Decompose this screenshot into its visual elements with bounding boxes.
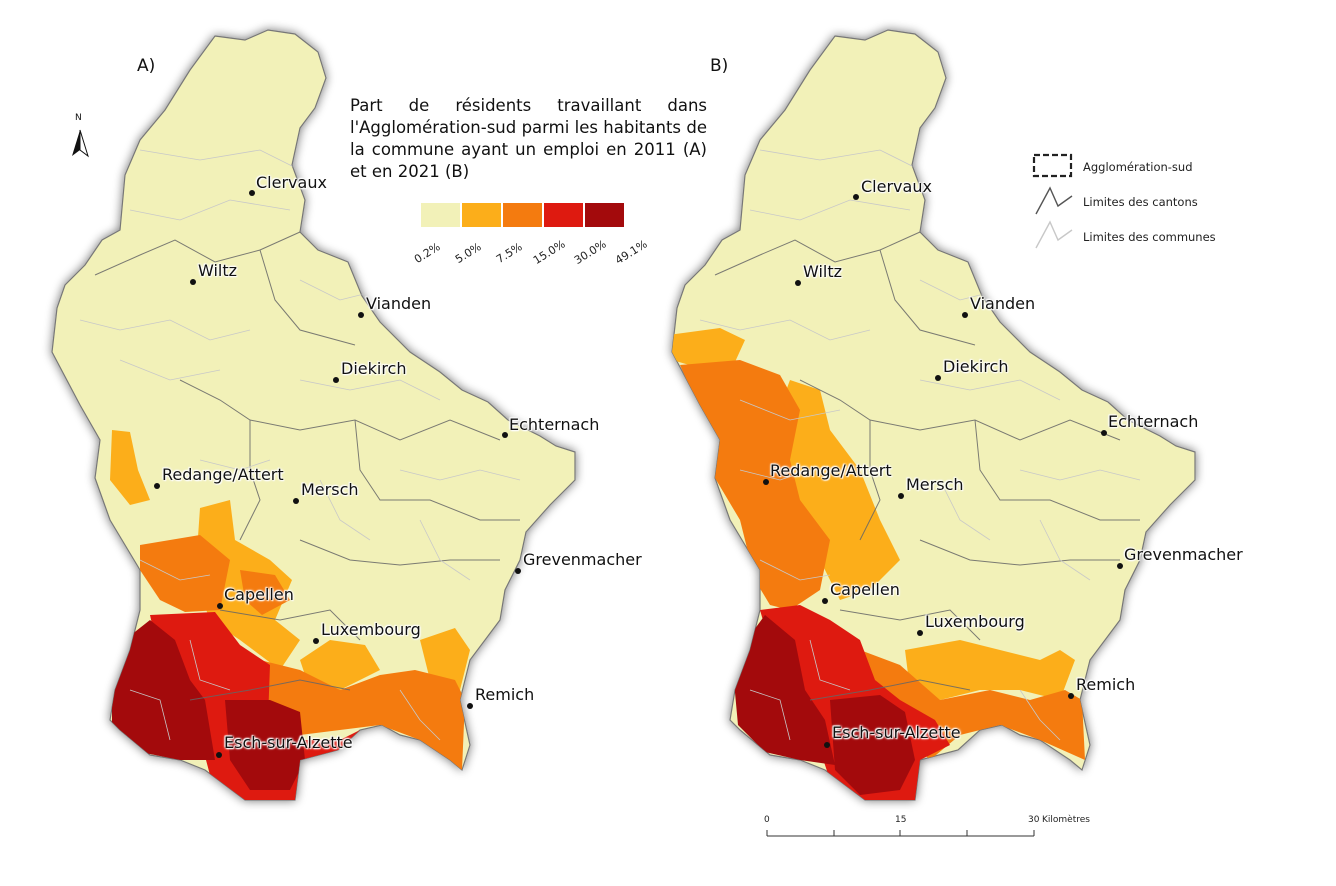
zone-class2-nw [672,328,745,368]
city-dot [502,432,508,438]
map-a [51,29,576,801]
canton-borders-a [94,231,520,701]
city-dot [962,312,968,318]
zone-class3-south [260,660,465,770]
panel-letter-a: A) [137,56,156,76]
zone-class2-redange [110,430,150,505]
city-label-grevenmacher-b: Grevenmacher [1124,545,1243,564]
city-dot [333,377,339,383]
city-dot [313,638,319,644]
city-label-luxembourg-a: Luxembourg [321,620,421,639]
zone-class2-center [775,380,900,600]
city-dot [249,190,255,196]
city-label-grevenmacher-a: Grevenmacher [523,550,642,569]
city-dot [216,752,222,758]
north-label: N [75,113,82,123]
commune-borders-b [699,149,1141,741]
city-label-diekirch-a: Diekirch [341,359,407,378]
city-dot [467,703,473,709]
legend-swatch-2 [461,202,502,228]
city-label-clervaux-a: Clervaux [256,173,327,192]
zone-class5-west [732,615,835,765]
city-dot [358,312,364,318]
commune-line-symbol [1035,220,1073,249]
legend-swatches [420,202,625,228]
city-label-mersch-a: Mersch [301,480,359,499]
city-label-echternach-b: Echternach [1108,412,1199,431]
city-label-mersch-b: Mersch [906,475,964,494]
scale-tick-0: 0 [764,815,770,825]
zone-class5-esch [225,700,305,790]
city-dot [1117,563,1123,569]
city-label-esch-a: Esch-sur-Alzette [224,733,353,752]
scale-unit: Kilomètres [1042,815,1090,825]
legend-swatch-1 [420,202,461,228]
north-arrow-icon [72,129,89,158]
zone-class3-west [680,360,830,610]
zone-class2-lux [300,640,380,690]
zone-class3-west [140,535,230,612]
canton-borders-b [714,231,1140,701]
city-dot [824,742,830,748]
city-dot [293,498,299,504]
city-label-redange-b: Redange/Attert [770,461,892,480]
zone-class5-west [112,620,215,760]
legend-b-communes: Limites des communes [1083,230,1216,244]
city-dot [1068,693,1074,699]
commune-borders-a [79,149,521,741]
city-dot [917,630,923,636]
city-label-vianden-a: Vianden [366,294,432,313]
city-label-remich-b: Remich [1076,675,1136,694]
city-label-redange-a: Redange/Attert [162,465,284,484]
canton-line-symbol [1035,186,1073,215]
scale-tick-15: 15 [895,815,907,825]
city-label-wiltz-a: Wiltz [198,261,238,280]
panel-letter-b: B) [710,56,729,76]
legend-title: Part de résidents travaillant dans l'Agg… [350,96,707,181]
city-dot [822,598,828,604]
legend-b-agglo: Agglomération-sud [1083,160,1193,174]
legend-b-symbols [1032,153,1073,249]
city-dot [515,568,521,574]
city-dot [935,375,941,381]
city-dot [217,603,223,609]
city-label-echternach-a: Echternach [509,415,600,434]
city-dot [853,194,859,200]
city-label-wiltz-b: Wiltz [803,262,843,281]
legend-swatch-4 [543,202,584,228]
city-label-remich-a: Remich [475,685,535,704]
map-b [671,29,1196,801]
city-dot [1101,430,1107,436]
city-label-capellen-a: Capellen [224,585,294,604]
scale-bar [766,830,1035,837]
city-dot [795,280,801,286]
agglo-symbol [1032,153,1073,178]
city-dot [154,483,160,489]
city-dot [190,279,196,285]
zone-class3-cap [240,570,290,615]
legend-b-cantons: Limites des cantons [1083,195,1198,209]
legend-swatch-5 [584,202,625,228]
city-label-capellen-b: Capellen [830,580,900,599]
city-dot [898,493,904,499]
city-dot [763,479,769,485]
zone-class5-esch [830,695,915,795]
city-label-luxembourg-b: Luxembourg [925,612,1025,631]
city-label-clervaux-b: Clervaux [861,177,932,196]
scale-tick-30: 30 [1028,815,1040,825]
city-label-diekirch-b: Diekirch [943,357,1009,376]
city-label-vianden-b: Vianden [970,294,1036,313]
city-label-esch-b: Esch-sur-Alzette [832,723,961,742]
legend-swatch-3 [502,202,543,228]
